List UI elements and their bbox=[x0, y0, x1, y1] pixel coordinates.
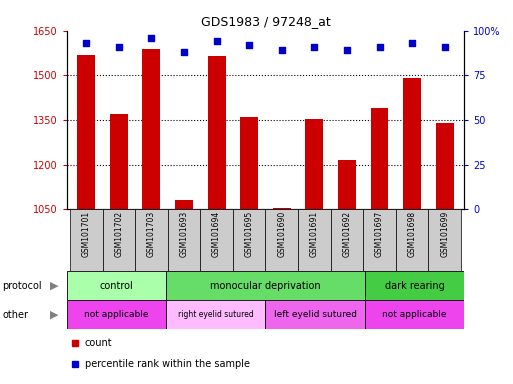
Bar bbox=[135, 209, 168, 271]
Bar bbox=[233, 209, 265, 271]
Text: GSM101692: GSM101692 bbox=[343, 211, 351, 257]
Bar bbox=[265, 300, 365, 329]
Text: GSM101693: GSM101693 bbox=[180, 211, 188, 257]
Bar bbox=[175, 200, 193, 209]
Point bbox=[376, 44, 384, 50]
Bar bbox=[103, 209, 135, 271]
Text: dark rearing: dark rearing bbox=[385, 281, 444, 291]
Point bbox=[441, 44, 449, 50]
Text: GSM101694: GSM101694 bbox=[212, 211, 221, 257]
Text: GSM101695: GSM101695 bbox=[245, 211, 254, 257]
Bar bbox=[436, 123, 453, 209]
Text: ▶: ▶ bbox=[50, 281, 59, 291]
Text: GSM101703: GSM101703 bbox=[147, 211, 156, 257]
Text: percentile rank within the sample: percentile rank within the sample bbox=[85, 359, 250, 369]
Point bbox=[343, 47, 351, 53]
Point bbox=[115, 44, 123, 50]
Bar bbox=[70, 209, 103, 271]
Bar bbox=[428, 209, 461, 271]
Bar bbox=[331, 209, 363, 271]
Bar bbox=[338, 160, 356, 209]
Bar bbox=[363, 209, 396, 271]
Point bbox=[310, 44, 319, 50]
Bar bbox=[298, 209, 331, 271]
Bar bbox=[403, 78, 421, 209]
Text: monocular deprivation: monocular deprivation bbox=[210, 281, 321, 291]
Text: ▶: ▶ bbox=[50, 310, 59, 320]
Bar bbox=[166, 271, 365, 300]
Bar bbox=[208, 56, 226, 209]
Bar bbox=[266, 209, 298, 271]
Text: GSM101701: GSM101701 bbox=[82, 211, 91, 257]
Text: protocol: protocol bbox=[3, 281, 42, 291]
Bar bbox=[273, 208, 291, 209]
Text: GSM101698: GSM101698 bbox=[408, 211, 417, 257]
Text: GSM101702: GSM101702 bbox=[114, 211, 123, 257]
Bar bbox=[67, 271, 166, 300]
Title: GDS1983 / 97248_at: GDS1983 / 97248_at bbox=[201, 15, 330, 28]
Bar bbox=[67, 300, 166, 329]
Bar bbox=[110, 114, 128, 209]
Bar bbox=[365, 271, 464, 300]
Text: other: other bbox=[3, 310, 29, 320]
Point bbox=[278, 47, 286, 53]
Bar bbox=[143, 48, 161, 209]
Text: control: control bbox=[100, 281, 133, 291]
Point bbox=[408, 40, 416, 46]
Text: GSM101699: GSM101699 bbox=[440, 211, 449, 257]
Text: not applicable: not applicable bbox=[382, 310, 447, 319]
Bar bbox=[396, 209, 428, 271]
Bar bbox=[370, 108, 388, 209]
Text: left eyelid sutured: left eyelid sutured bbox=[273, 310, 357, 319]
Point bbox=[245, 42, 253, 48]
Text: GSM101690: GSM101690 bbox=[277, 211, 286, 257]
Point bbox=[180, 49, 188, 55]
Text: count: count bbox=[85, 338, 112, 348]
Text: GSM101697: GSM101697 bbox=[375, 211, 384, 257]
Bar bbox=[305, 119, 323, 209]
Point bbox=[82, 40, 90, 46]
Bar bbox=[77, 55, 95, 209]
Point bbox=[147, 35, 155, 41]
Bar bbox=[365, 300, 464, 329]
Bar bbox=[166, 300, 265, 329]
Bar bbox=[200, 209, 233, 271]
Bar bbox=[240, 117, 258, 209]
Text: GSM101691: GSM101691 bbox=[310, 211, 319, 257]
Text: right eyelid sutured: right eyelid sutured bbox=[178, 310, 253, 319]
Bar bbox=[168, 209, 200, 271]
Text: not applicable: not applicable bbox=[84, 310, 149, 319]
Point bbox=[212, 38, 221, 45]
